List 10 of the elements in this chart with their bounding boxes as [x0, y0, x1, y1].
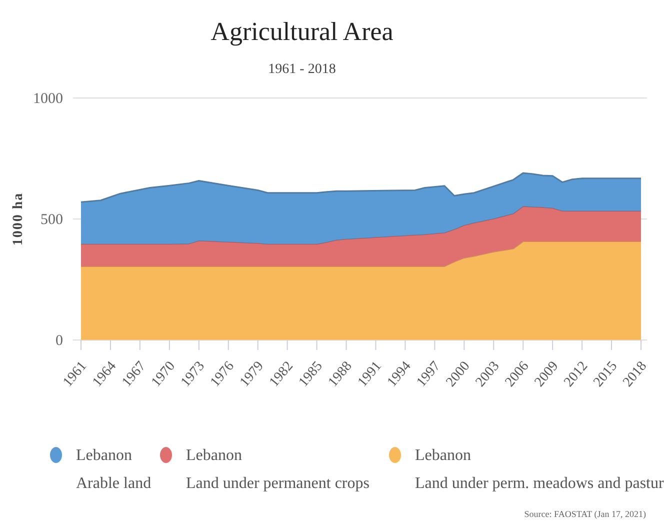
y-tick-label: 1000 [33, 91, 63, 107]
y-axis-title: 1000 ha [11, 192, 26, 246]
chart-subtitle: 1961 - 2018 [268, 62, 336, 77]
legend-label: Lebanon Arable land [76, 447, 152, 492]
legend-label: Lebanon Land under permanent crops [186, 447, 370, 492]
y-tick-label: 500 [40, 212, 63, 228]
legend-label: Lebanon Land under perm. meadows and pastur [415, 447, 664, 492]
chart-title: Agricultural Area [210, 17, 394, 46]
source-note: Source: FAOSTAT (Jan 17, 2021) [524, 509, 646, 519]
y-tick-label: 0 [56, 333, 63, 349]
